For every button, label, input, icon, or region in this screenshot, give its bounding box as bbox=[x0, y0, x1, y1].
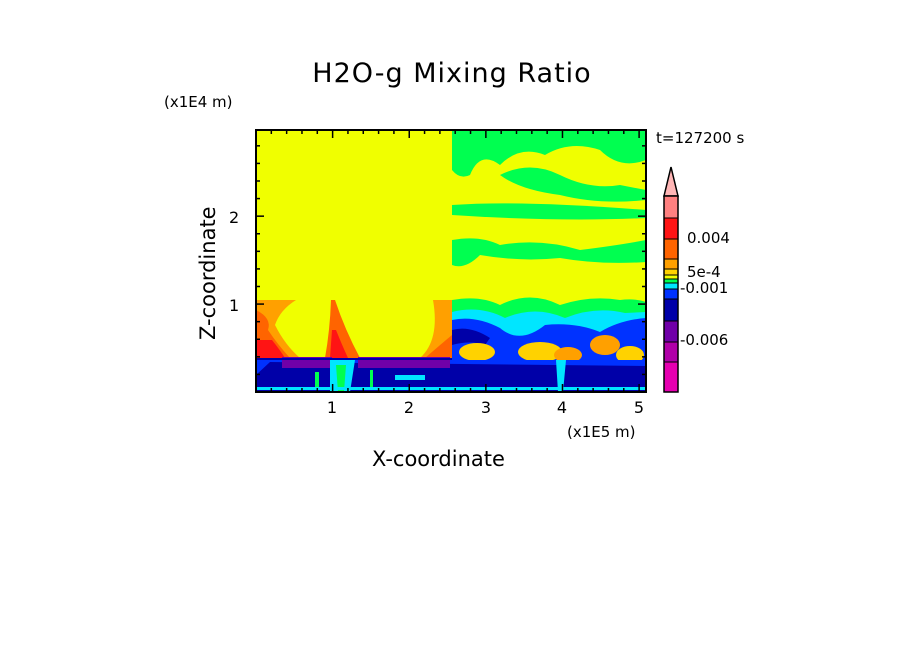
colorbar-frame bbox=[663, 195, 679, 393]
x-tick-label: 2 bbox=[403, 398, 415, 417]
contour-region bbox=[554, 347, 582, 363]
contour-region bbox=[452, 238, 646, 267]
colorbar-level bbox=[663, 298, 679, 322]
colorbar-label: 5e-4 bbox=[687, 263, 721, 281]
colorbar-level bbox=[663, 195, 679, 219]
contour-region bbox=[556, 360, 566, 392]
x-axis-label: X-coordinate bbox=[372, 447, 505, 471]
x-tick-label: 4 bbox=[556, 398, 568, 417]
axis-ticks bbox=[256, 130, 646, 392]
contour-region bbox=[370, 370, 373, 387]
colorbar-level bbox=[663, 274, 679, 280]
colorbar-level bbox=[663, 238, 679, 260]
contour-region bbox=[315, 372, 319, 387]
contour-region bbox=[518, 342, 562, 362]
x-tick-label: 1 bbox=[326, 398, 338, 417]
colorbar-level bbox=[663, 258, 679, 270]
y-tick-label: 1 bbox=[229, 296, 240, 315]
contour-region bbox=[425, 335, 452, 358]
colorbar-label: -0.006 bbox=[680, 331, 729, 349]
colorbar-level bbox=[663, 288, 679, 300]
colorbar-level bbox=[663, 361, 679, 393]
time-label: t=127200 s bbox=[656, 129, 745, 147]
contour-region bbox=[500, 167, 646, 202]
colorbar-level bbox=[663, 268, 679, 276]
contour-region bbox=[282, 357, 332, 368]
colorbar-level bbox=[663, 341, 679, 363]
contour-region bbox=[616, 346, 644, 364]
colorbar-level bbox=[663, 217, 679, 240]
colorbar-level bbox=[663, 278, 679, 284]
x-axis-unit: (x1E5 m) bbox=[567, 423, 636, 441]
contour-region bbox=[330, 330, 348, 358]
colorbar-label: -0.001 bbox=[680, 279, 729, 297]
colorbar-level bbox=[663, 320, 679, 343]
contour-region bbox=[336, 365, 346, 392]
contour-region bbox=[459, 343, 495, 361]
contour-region bbox=[452, 203, 646, 220]
chart-title: H2O-g Mixing Ratio bbox=[312, 58, 592, 89]
contour-region bbox=[395, 375, 425, 380]
y-axis-unit: (x1E4 m) bbox=[164, 93, 233, 111]
contour-region bbox=[452, 130, 646, 177]
contour-region bbox=[452, 328, 490, 345]
contour-region bbox=[358, 357, 450, 368]
y-tick-label: 2 bbox=[229, 208, 240, 227]
contour-region bbox=[256, 340, 285, 358]
colorbar-extend-arrow bbox=[663, 166, 679, 197]
plot-frame bbox=[255, 129, 647, 393]
x-tick-label: 5 bbox=[633, 398, 645, 417]
contour-region bbox=[590, 335, 620, 355]
colorbar-level bbox=[663, 282, 679, 290]
contour-region bbox=[256, 387, 646, 390]
colorbar bbox=[663, 166, 679, 393]
x-tick-label: 3 bbox=[480, 398, 492, 417]
contour-region bbox=[256, 358, 452, 360]
contour-field bbox=[256, 130, 646, 392]
colorbar-label: 0.004 bbox=[687, 229, 730, 247]
